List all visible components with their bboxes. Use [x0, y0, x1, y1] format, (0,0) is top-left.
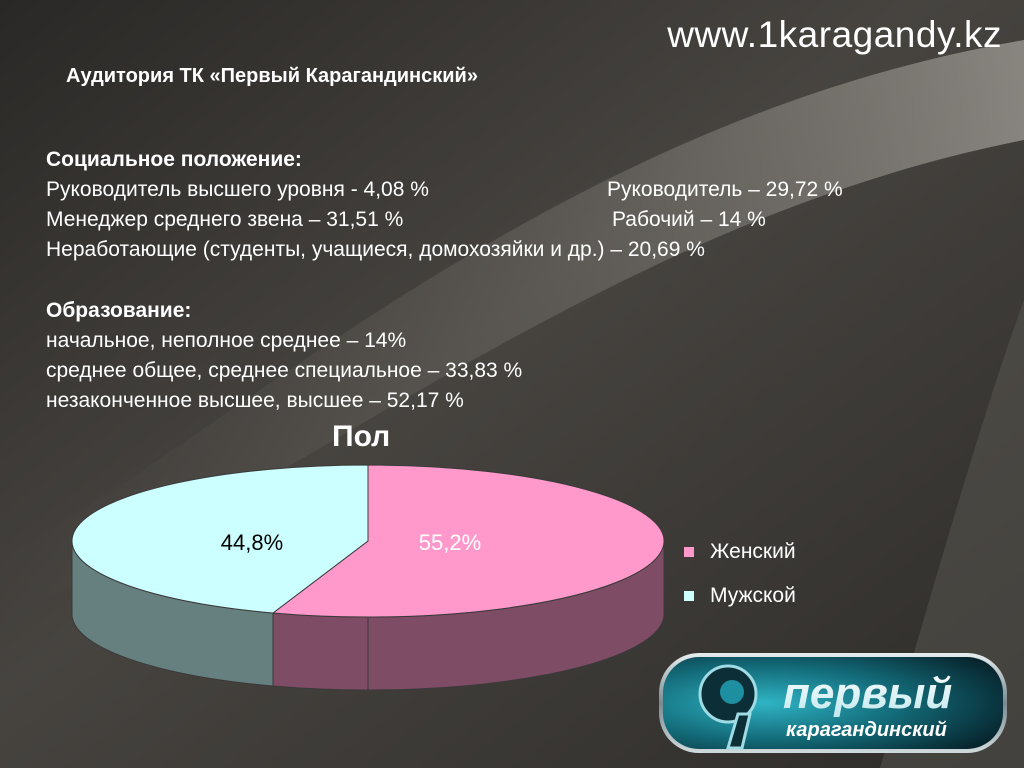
legend-swatch-female: [684, 547, 694, 557]
legend-label: Женский: [710, 540, 796, 563]
social-row: Менеджер среднего звена – 31,51 % Рабочи…: [46, 205, 766, 235]
legend-swatch-male: [684, 591, 694, 601]
education-item: незаконченное высшее, высшее – 52,17 %: [46, 389, 464, 412]
pie-data-label: 55,2%: [419, 530, 481, 555]
social-row: Руководитель высшего уровня - 4,08 % Рук…: [46, 175, 843, 205]
chart-title: Пол: [332, 420, 391, 453]
social-row: Неработающие (студенты, учащиеся, домохо…: [46, 235, 705, 265]
legend-item: Женский: [684, 530, 796, 574]
chart-legend: Женский Мужской: [684, 530, 796, 618]
legend-label: Мужской: [710, 584, 796, 607]
social-item: Руководитель высшего уровня - 4,08 %: [46, 178, 429, 201]
education-section: Образование: начальное, неполное среднее…: [46, 296, 522, 416]
pie-data-label: 44,8%: [221, 530, 283, 555]
education-item: начальное, неполное среднее – 14%: [46, 329, 407, 352]
pie-slice-Женский: [271, 464, 665, 618]
site-url: www.1karagandy.kz: [667, 14, 1002, 55]
channel-logo: первый карагандинский: [658, 652, 1008, 754]
social-item: Менеджер среднего звена – 31,51 %: [46, 208, 404, 231]
legend-item: Мужской: [684, 574, 796, 618]
social-item: Руководитель – 29,72 %: [607, 178, 843, 201]
social-status-heading: Социальное положение:: [46, 148, 302, 171]
social-status-section: Социальное положение: Руководитель высше…: [46, 145, 843, 265]
education-heading: Образование:: [46, 299, 192, 322]
logo-text-top: первый: [783, 669, 952, 718]
logo-text-bottom: карагандинский: [786, 719, 947, 741]
social-item: Рабочий – 14 %: [612, 208, 766, 231]
slide-title: Аудитория ТК «Первый Карагандинский»: [66, 65, 478, 87]
number-one-logo-icon: [698, 664, 758, 750]
social-item: Неработающие (студенты, учащиеся, домохо…: [46, 238, 705, 261]
education-item: среднее общее, среднее специальное – 33,…: [46, 359, 523, 382]
pie-slice-Мужской: [71, 464, 369, 614]
